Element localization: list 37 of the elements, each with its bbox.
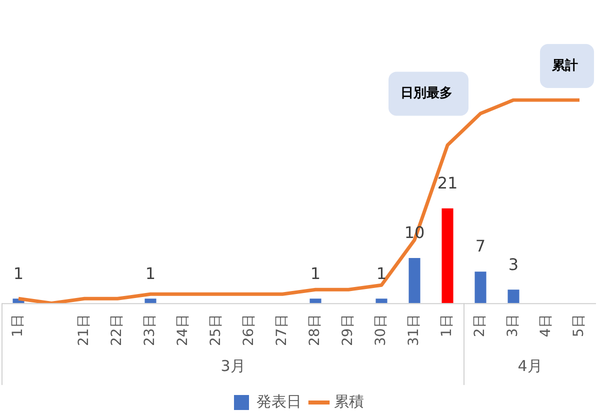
x-tick-label: 29日 [340,314,356,346]
x-tick-label: 28日 [307,314,324,346]
bar [310,298,322,304]
x-tick-label: 25日 [208,314,224,346]
x-tick-label: 23日 [142,314,158,346]
x-tick-label: 26日 [241,314,258,346]
text: 累計 [551,57,578,74]
x-tick-label: 2日 [472,314,488,338]
x-tick-label: 1日 [10,314,26,338]
data-label: 7 [475,236,486,256]
x-tick-label: 3日 [505,314,522,338]
bar [376,298,388,304]
x-tick-label: 21日 [76,314,92,346]
data-label: 1 [376,264,387,283]
data-label: 3 [508,254,519,274]
legend-label: 発表日 [256,392,302,410]
x-tick-label: 31日 [406,314,422,346]
text: 4月 [518,356,542,375]
x-tick-label: 5日 [571,314,588,338]
x-tick-label: 27日 [274,314,290,346]
data-label: 1 [145,264,156,283]
bar [442,208,454,304]
bar [144,298,156,304]
bar [474,272,486,304]
data-label: 21 [437,174,458,193]
data-label: 1 [310,264,321,283]
legend-label: 累積 [334,392,364,410]
x-tick-label: 22日 [109,314,126,346]
annotation: 日別最多 [400,86,452,102]
x-tick-label: 1日 [439,314,456,338]
bar [508,290,520,304]
text: 3月 [220,356,246,375]
x-tick-label: 4日 [538,314,554,338]
data-label: 1 [13,264,24,283]
x-tick-label: 24日 [175,314,192,346]
x-tick-label: 30日 [373,314,390,346]
bar [408,258,420,304]
